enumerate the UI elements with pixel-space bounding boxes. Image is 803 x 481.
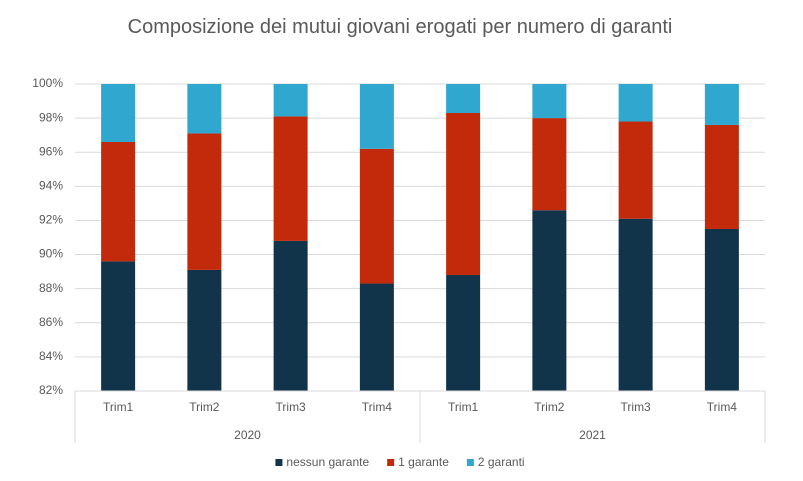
- bar-segment: [446, 275, 481, 391]
- legend-label: 2 garanti: [478, 455, 525, 469]
- bar-segment: [618, 121, 653, 219]
- bar-segment: [359, 148, 394, 284]
- bar-segment: [273, 84, 308, 117]
- bar-segment: [187, 269, 222, 391]
- x-tick-label: Trim2: [189, 400, 220, 414]
- y-tick-label: 94%: [39, 179, 63, 193]
- bar-segment: [446, 84, 481, 113]
- bar-segment: [359, 283, 394, 391]
- bar-segment: [704, 84, 739, 125]
- bar-segment: [618, 84, 653, 122]
- x-tick-label: Trim2: [534, 400, 565, 414]
- x-tick-label: Trim4: [362, 400, 393, 414]
- bar-segment: [273, 116, 308, 241]
- bar-segment: [359, 84, 394, 149]
- bar-segment: [101, 84, 136, 142]
- chart-title: Composizione dei mutui giovani erogati p…: [127, 16, 673, 38]
- legend-label: 1 garante: [398, 455, 449, 469]
- x-tick-label: Trim1: [448, 400, 479, 414]
- group-label: 2020: [234, 428, 261, 442]
- y-tick-label: 82%: [39, 383, 63, 397]
- y-tick-label: 98%: [39, 110, 63, 124]
- x-tick-label: Trim3: [276, 400, 307, 414]
- x-tick-label: Trim3: [621, 400, 652, 414]
- bar-segment: [532, 84, 567, 119]
- group-label: 2021: [579, 428, 606, 442]
- bar-segment: [101, 261, 136, 391]
- y-tick-label: 92%: [39, 213, 63, 227]
- bar-segment: [704, 124, 739, 229]
- legend-label: nessun garante: [286, 455, 369, 469]
- x-tick-label: Trim4: [707, 400, 738, 414]
- bar-segment: [187, 84, 222, 134]
- y-tick-label: 100%: [32, 76, 63, 90]
- y-tick-label: 96%: [39, 144, 63, 158]
- legend-swatch: [275, 459, 283, 466]
- bar-segment: [187, 133, 222, 270]
- bar-segment: [101, 141, 136, 262]
- y-tick-label: 90%: [39, 247, 63, 261]
- bar-segment: [618, 218, 653, 391]
- legend-swatch: [466, 459, 474, 466]
- bar-segment: [704, 228, 739, 391]
- y-tick-label: 86%: [39, 315, 63, 329]
- bar-segment: [532, 210, 567, 391]
- legend-swatch: [387, 459, 395, 466]
- bar-segment: [532, 118, 567, 211]
- y-tick-label: 84%: [39, 349, 63, 363]
- bar-segment: [273, 240, 308, 391]
- x-tick-label: Trim1: [103, 400, 134, 414]
- bar-segment: [446, 112, 481, 276]
- y-tick-label: 88%: [39, 281, 63, 295]
